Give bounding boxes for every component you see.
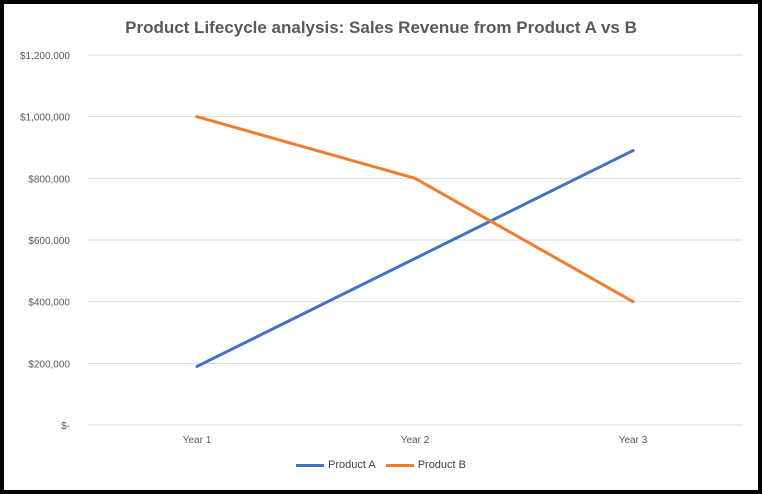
y-tick-label: $800,000: [28, 174, 70, 185]
legend-swatch-product-b: [385, 463, 414, 467]
legend-item-product-b: Product B: [385, 459, 466, 471]
legend-swatch-product-a: [295, 463, 324, 467]
y-tick-label: $1,200,000: [20, 51, 70, 62]
x-tick-label: Year 1: [183, 435, 212, 446]
data-point-product-a: [195, 364, 199, 368]
data-point-product-b: [631, 300, 635, 304]
x-tick-label: Year 3: [619, 435, 648, 446]
y-tick-label: $600,000: [28, 236, 70, 247]
legend-item-product-a: Product A: [295, 459, 376, 471]
legend-label-product-b: Product B: [417, 459, 466, 471]
legend-label-product-a: Product A: [327, 459, 376, 471]
data-point-product-b: [413, 176, 417, 180]
y-tick-label: $200,000: [28, 359, 70, 370]
data-point-product-a: [413, 257, 417, 260]
y-tick-label: $400,000: [28, 298, 70, 309]
y-tick-label: $-: [61, 421, 70, 432]
chart-legend: Product A Product B: [0, 459, 762, 471]
y-tick-label: $1,000,000: [20, 113, 70, 124]
data-point-product-a: [631, 149, 635, 153]
data-point-product-b: [195, 115, 199, 119]
series-line-product-b: [195, 115, 635, 304]
x-tick-label: Year 2: [401, 435, 430, 446]
chart-title: Product Lifecycle analysis: Sales Revenu…: [125, 18, 637, 37]
